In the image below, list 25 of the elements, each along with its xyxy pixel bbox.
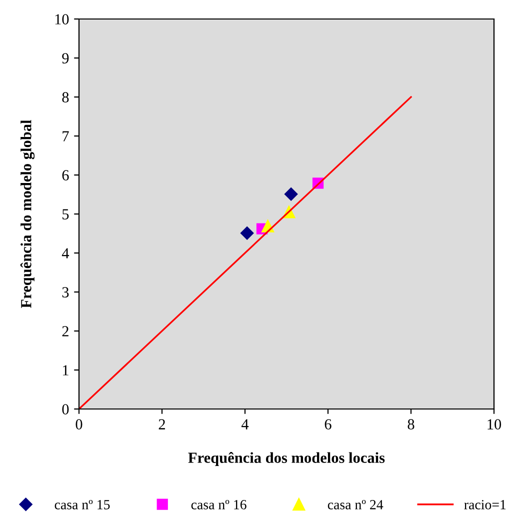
x-axis-title: Frequência dos modelos locais — [188, 452, 385, 466]
x-tick-label: 0 — [76, 419, 82, 430]
x-tick-label: 8 — [408, 419, 414, 430]
y-tick-label: 1 — [62, 365, 68, 376]
y-tick-label: 6 — [62, 170, 69, 180]
y-tick-label: 7 — [62, 131, 69, 142]
x-tick-label: 10 — [488, 419, 502, 430]
legend-label: casa nº 16 — [191, 500, 246, 510]
y-tick-label: 8 — [62, 92, 69, 102]
legend-label: casa nº 24 — [328, 500, 384, 510]
x-tick-label: 6 — [324, 419, 332, 430]
x-tick-label: 2 — [158, 419, 165, 430]
legend-label: casa nº 15 — [54, 500, 110, 510]
y-tick-label: 9 — [62, 53, 69, 64]
point — [284, 188, 298, 201]
y-tick-label: 4 — [62, 248, 70, 258]
y-tick-label: 10 — [55, 14, 69, 24]
y-tick-label: 0 — [62, 404, 69, 414]
point — [240, 226, 254, 240]
x-tick-label: 4 — [241, 419, 249, 430]
y-tick-label: 3 — [62, 287, 69, 298]
y-axis-title: Frequência do modelo global — [20, 120, 35, 308]
y-tick-label: 5 — [62, 209, 69, 220]
y-tick-label: 2 — [62, 326, 68, 336]
legend-label: racio=1 — [464, 500, 506, 510]
